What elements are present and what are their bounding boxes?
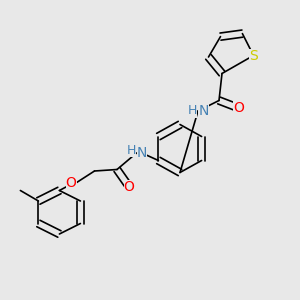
Text: O: O (233, 101, 244, 115)
Text: H: H (188, 104, 197, 118)
Text: O: O (66, 176, 76, 190)
Text: N: N (137, 146, 147, 160)
Text: O: O (124, 180, 134, 194)
Text: H: H (126, 144, 136, 157)
Text: S: S (249, 49, 258, 62)
Text: N: N (198, 104, 208, 118)
